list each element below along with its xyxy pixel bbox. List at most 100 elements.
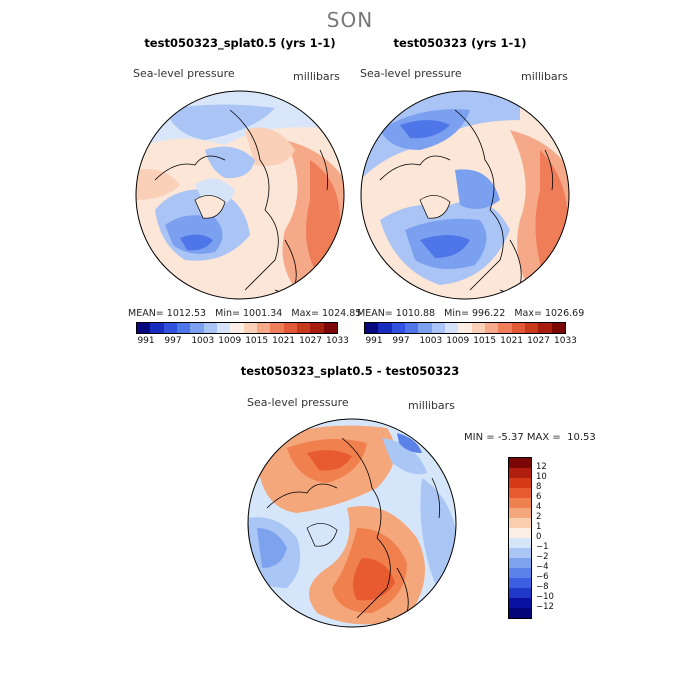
colorbar-tick-label: 991 xyxy=(137,336,155,346)
panel-1-mean: 1012.53 xyxy=(166,308,207,319)
diff-colorbar-tick-label: 4 xyxy=(536,502,542,512)
diff-colorbar-swatch xyxy=(509,588,531,598)
colorbar-tick-label: 1027 xyxy=(299,336,322,346)
diff-colorbar-swatch xyxy=(509,468,531,478)
diff-colorbar-tick-label: −10 xyxy=(536,592,554,602)
colorbar-tick-label: 1015 xyxy=(473,336,497,346)
colorbar-tick-label: 1003 xyxy=(419,336,443,346)
panel-1-colorbar xyxy=(136,322,338,334)
diff-colorbar-swatch xyxy=(509,458,531,468)
colorbar-swatch xyxy=(176,323,191,333)
diff-colorbar-swatch xyxy=(509,498,531,508)
diff-colorbar-tick-label: 12 xyxy=(536,462,547,472)
panel-1-max: 1024.85 xyxy=(322,308,362,319)
season-title: SON xyxy=(326,8,374,32)
colorbar-tick-label: 1009 xyxy=(218,336,242,346)
panel-2-map xyxy=(360,90,570,300)
diff-colorbar-swatch xyxy=(509,568,531,578)
diff-colorbar-swatch xyxy=(509,518,531,528)
colorbar-tick-label: 1009 xyxy=(446,336,470,346)
diff-minmax: MIN = -5.37 MAX = 10.53 xyxy=(464,432,596,443)
colorbar-tick-label: 997 xyxy=(164,336,182,346)
diff-colorbar-swatch xyxy=(509,578,531,588)
colorbar-swatch xyxy=(498,323,512,333)
colorbar-swatch xyxy=(365,323,379,333)
diff-units: millibars xyxy=(408,399,455,412)
colorbar-swatch xyxy=(230,323,244,333)
diff-colorbar-swatch xyxy=(509,488,531,498)
panel-2-variable: Sea-level pressure xyxy=(360,67,462,80)
colorbar-swatch xyxy=(163,323,177,333)
colorbar-tick-label: 1033 xyxy=(554,336,577,346)
colorbar-tick-label: 1033 xyxy=(326,336,349,346)
colorbar-swatch xyxy=(418,323,432,333)
diff-map xyxy=(247,418,457,628)
colorbar-tick-label: 1015 xyxy=(245,336,269,346)
diff-colorbar-tick-label: 10 xyxy=(536,472,547,482)
colorbar-swatch xyxy=(458,323,472,333)
panel-1-min: 1001.34 xyxy=(243,308,283,319)
panel-2-max: 1026.69 xyxy=(544,308,585,319)
diff-title: test050323_splat0.5 - test050323 xyxy=(240,364,460,378)
colorbar-swatch xyxy=(391,323,405,333)
colorbar-swatch xyxy=(524,323,539,333)
diff-colorbar-ticks: 12 10 8 6 4 2 1 0 −1 −2 −4 −6 −8 −10 −12 xyxy=(536,462,554,612)
panel-1-variable: Sea-level pressure xyxy=(133,67,235,80)
colorbar-swatch xyxy=(296,323,311,333)
diff-colorbar-swatch xyxy=(509,478,531,488)
diff-colorbar-tick-label: −12 xyxy=(536,602,554,612)
diff-colorbar-tick-label: −6 xyxy=(536,572,549,582)
diff-variable: Sea-level pressure xyxy=(247,396,349,409)
colorbar-swatch xyxy=(551,323,565,333)
diff-colorbar-swatch xyxy=(509,528,531,538)
panel-1-units: millibars xyxy=(293,70,340,83)
colorbar-swatch xyxy=(243,323,257,333)
colorbar-swatch xyxy=(203,323,217,333)
diff-colorbar-tick-label: −1 xyxy=(536,542,549,552)
colorbar-swatch xyxy=(511,323,525,333)
diff-colorbar-swatch xyxy=(509,558,531,568)
panel-2-units: millibars xyxy=(521,70,568,83)
panel-1-title: test050323_splat0.5 (yrs 1-1) xyxy=(144,36,336,50)
diff-colorbar-swatch xyxy=(509,538,531,548)
colorbar-swatch xyxy=(538,323,552,333)
colorbar-swatch xyxy=(137,323,151,333)
colorbar-swatch xyxy=(190,323,204,333)
diff-colorbar-swatch xyxy=(509,608,531,618)
diff-colorbar-tick-label: −8 xyxy=(536,582,549,592)
colorbar-swatch xyxy=(431,323,445,333)
colorbar-swatch xyxy=(270,323,284,333)
colorbar-tick-label: 1003 xyxy=(191,336,215,346)
panel-1-map xyxy=(135,90,345,300)
diff-colorbar-swatch xyxy=(509,508,531,518)
colorbar-swatch xyxy=(216,323,231,333)
colorbar-swatch xyxy=(150,323,164,333)
colorbar-swatch xyxy=(378,323,392,333)
diff-colorbar-tick-label: −4 xyxy=(536,562,549,572)
diff-colorbar-tick-label: 8 xyxy=(536,482,542,492)
diff-colorbar-tick-label: −2 xyxy=(536,552,549,562)
diff-colorbar-swatch xyxy=(509,598,531,608)
panel-1-stats: MEAN= 1012.53 Min= 1001.34 Max= 1024.85 xyxy=(128,308,362,319)
colorbar-swatch xyxy=(484,323,499,333)
panel-2-mean: 1010.88 xyxy=(395,308,436,319)
diff-colorbar-swatch xyxy=(509,548,531,558)
diff-colorbar-tick-label: 1 xyxy=(536,522,542,532)
colorbar-swatch xyxy=(256,323,271,333)
colorbar-tick-label: 1021 xyxy=(272,336,296,346)
colorbar-tick-label: 1027 xyxy=(527,336,550,346)
diff-colorbar xyxy=(508,457,532,619)
panel-2-stats: MEAN= 1010.88 Min= 996.22 Max= 1026.69 xyxy=(357,308,585,319)
colorbar-swatch xyxy=(323,323,337,333)
diff-colorbar-tick-label: 0 xyxy=(536,532,542,542)
colorbar-swatch xyxy=(283,323,297,333)
colorbar-swatch xyxy=(310,323,324,333)
diff-colorbar-tick-label: 2 xyxy=(536,512,542,522)
diff-colorbar-tick-label: 6 xyxy=(536,492,542,502)
diff-min: -5.37 xyxy=(497,432,524,443)
colorbar-tick-label: 1021 xyxy=(500,336,524,346)
panel-2-min: 996.22 xyxy=(472,308,506,319)
diff-max: 10.53 xyxy=(567,432,596,443)
colorbar-swatch xyxy=(471,323,485,333)
panel-2-colorbar xyxy=(364,322,566,334)
